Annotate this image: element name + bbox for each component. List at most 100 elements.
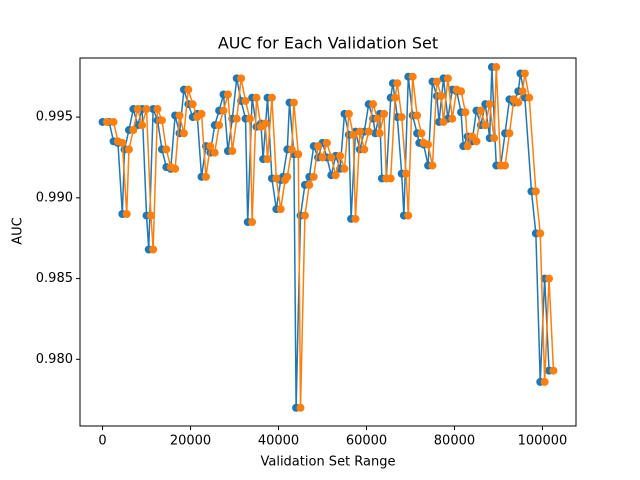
point [232, 114, 241, 123]
point [197, 109, 206, 118]
point [393, 79, 402, 88]
point [327, 153, 336, 162]
point [369, 100, 378, 109]
point [531, 187, 540, 196]
point [241, 96, 250, 105]
point [142, 105, 151, 114]
x-tick-label: 20000 [170, 434, 211, 449]
point [289, 98, 298, 107]
point [102, 117, 111, 126]
point [397, 113, 406, 122]
point [443, 74, 452, 83]
point [518, 87, 527, 96]
point [360, 145, 369, 154]
chart-title: AUC for Each Validation Set [218, 34, 438, 53]
point [296, 403, 305, 412]
point [124, 145, 133, 154]
point [336, 151, 345, 160]
point [549, 366, 558, 375]
x-axis-label: Validation Set Range [260, 455, 395, 470]
x-tick-label: 60000 [346, 434, 387, 449]
point [461, 108, 470, 117]
plot-frame [79, 57, 577, 427]
point [309, 172, 318, 181]
point [157, 116, 166, 125]
point [248, 218, 257, 227]
point [245, 114, 254, 123]
point [536, 229, 545, 238]
point [373, 114, 382, 123]
point [318, 153, 327, 162]
point [490, 134, 499, 143]
point [463, 142, 472, 151]
point [122, 209, 131, 218]
point [206, 142, 215, 151]
x-tick-label: 40000 [258, 434, 299, 449]
point [201, 172, 210, 181]
point [413, 111, 422, 120]
point [133, 105, 142, 114]
y-tick-label: 0.995 [36, 110, 73, 125]
point [386, 174, 395, 183]
point [175, 111, 184, 120]
point [294, 150, 303, 159]
point [481, 121, 490, 130]
point [424, 140, 433, 149]
point [283, 172, 292, 181]
point [322, 138, 331, 147]
y-axis-label: AUC [11, 217, 26, 245]
point [261, 119, 270, 128]
y-tick-label: 0.980 [36, 352, 73, 367]
x-tick-label: 100000 [518, 434, 568, 449]
point [457, 87, 466, 96]
point [437, 92, 446, 101]
point [432, 77, 441, 86]
point [138, 121, 147, 130]
y-tick-label: 0.985 [36, 271, 73, 286]
point [364, 127, 373, 136]
point [267, 93, 276, 102]
point [540, 377, 549, 386]
point [184, 85, 193, 94]
point [162, 145, 171, 154]
point [525, 93, 534, 102]
point [179, 129, 188, 138]
point [287, 145, 296, 154]
point [223, 90, 232, 99]
point [380, 109, 389, 118]
point [472, 137, 481, 146]
point [514, 98, 523, 107]
point [344, 109, 353, 118]
point [272, 174, 281, 183]
point [351, 214, 360, 223]
point [404, 211, 413, 220]
point [501, 161, 510, 170]
point [153, 105, 162, 114]
point [228, 147, 237, 156]
point [417, 129, 426, 138]
point [149, 245, 158, 254]
point [505, 129, 514, 138]
point [545, 274, 554, 283]
point [237, 74, 246, 83]
point [129, 126, 138, 135]
point [263, 155, 272, 164]
x-tick-label: 0 [98, 434, 106, 449]
point [276, 205, 285, 214]
point [375, 129, 384, 138]
point [252, 93, 261, 102]
point [109, 117, 118, 126]
series-line [102, 67, 550, 408]
point [448, 114, 457, 123]
point [428, 161, 437, 170]
point [520, 69, 529, 78]
point [314, 142, 323, 151]
point [210, 148, 219, 157]
point [439, 117, 448, 126]
x-tick-label: 80000 [434, 434, 475, 449]
point [215, 121, 224, 130]
point [171, 164, 180, 173]
point [408, 72, 417, 81]
point [402, 169, 411, 178]
